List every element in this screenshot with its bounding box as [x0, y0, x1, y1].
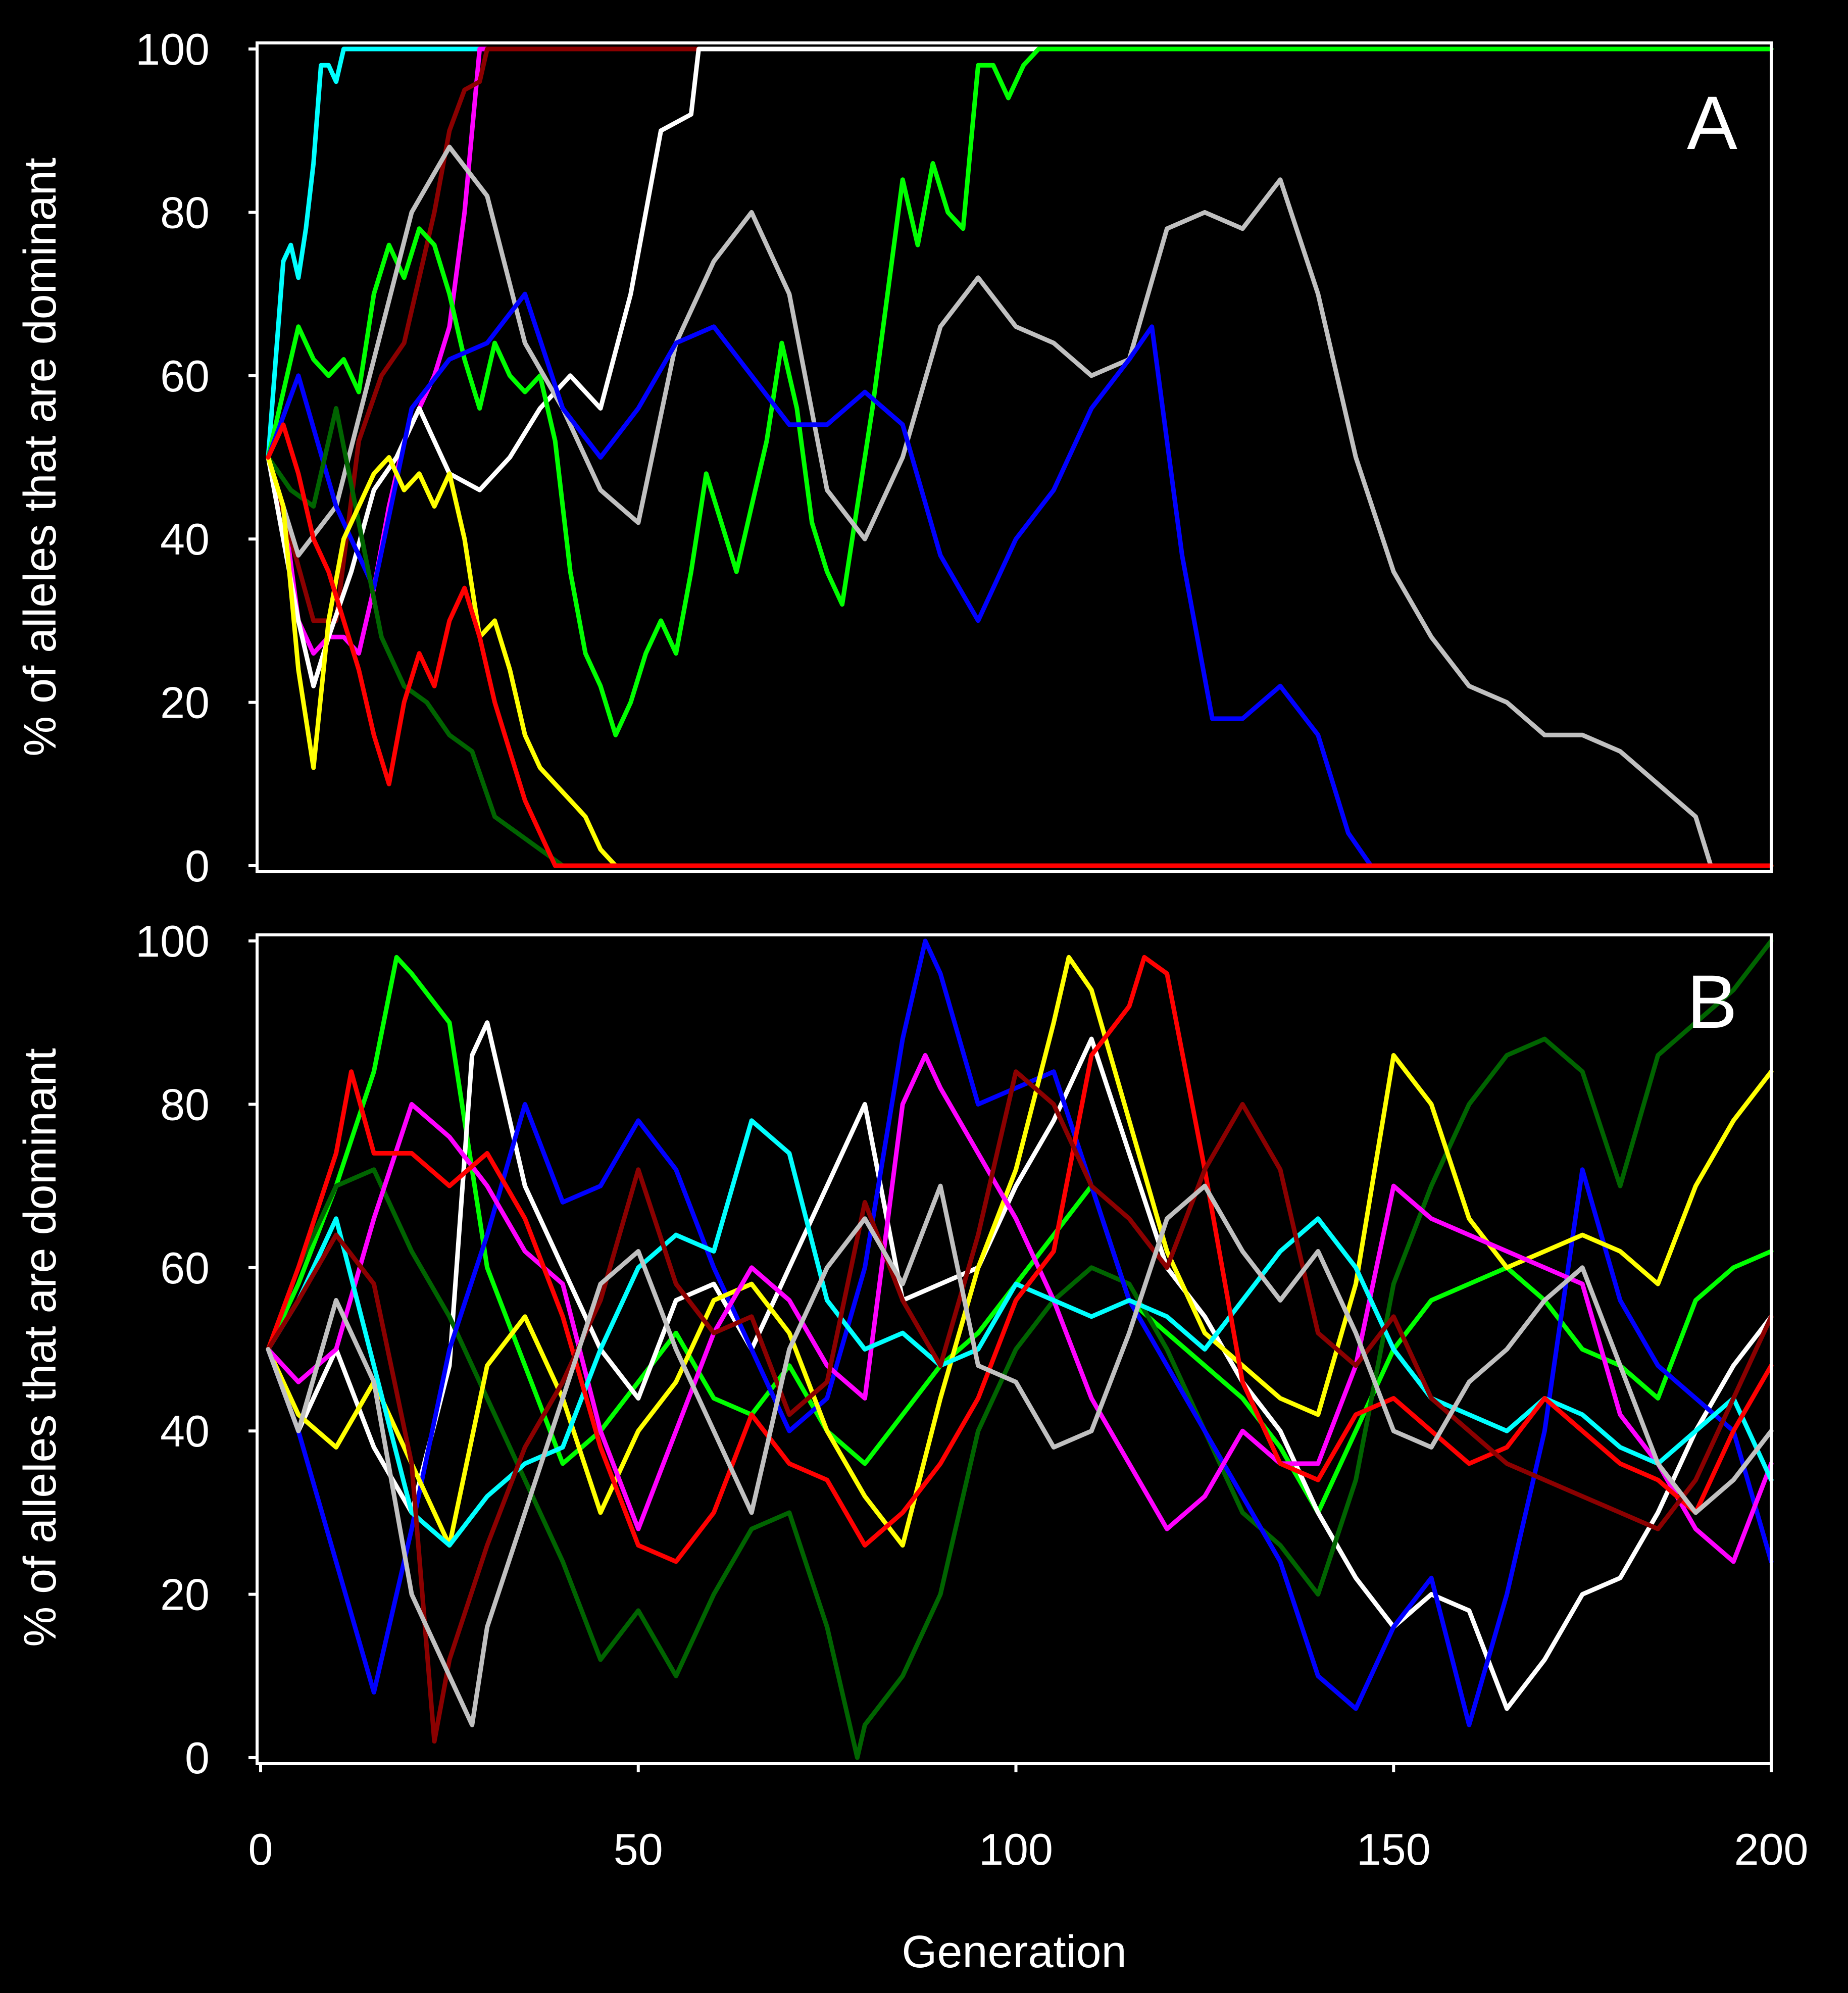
panel-b-y-tick-label: 60 [160, 1243, 210, 1293]
panel-a-series-line-8 [266, 406, 1774, 868]
panel-a-y-axis: 0 20 40 60 80 100 [135, 24, 257, 891]
panel-a-series-line-1 [266, 46, 1774, 460]
panel-b-y-tick-label: 100 [135, 916, 210, 966]
panel-b-label: B [1687, 959, 1737, 1044]
panel-a: 0 20 40 60 80 100 % of alleles that are domin… [15, 24, 1774, 891]
panel-a-frame [256, 41, 1773, 873]
panel-b-series-line-4 [266, 938, 1774, 1727]
panel-b-series-line-1 [266, 955, 1774, 1515]
panel-b-series-line-2 [266, 1020, 1774, 1711]
panel-a-y-tick-label: 100 [135, 24, 210, 74]
panel-a-series-line-7 [266, 291, 1774, 868]
panel-b-frame [256, 933, 1773, 1765]
panel-a-series-line-3 [266, 46, 1774, 623]
panel-b-series-line-6 [266, 1053, 1774, 1564]
panel-b: 0 20 40 60 80 100 0 50 100 150 200 % of alleles t… [15, 916, 1808, 1977]
panel-a-y-tick-label: 60 [160, 351, 210, 401]
panel-a-y-tick-label: 40 [160, 514, 210, 564]
panel-a-series-line-6 [266, 144, 1774, 868]
panel-b-x-axis: 0 50 100 150 200 [248, 1764, 1809, 1874]
panel-b-x-tick-label: 150 [1357, 1824, 1431, 1874]
panel-b-series-group [266, 938, 1774, 1760]
panel-a-series-line-4 [266, 46, 1774, 688]
panel-a-y-axis-title: % of alleles that are dominant [15, 158, 66, 757]
x-axis-title: Generation [902, 1927, 1126, 1977]
panel-b-y-tick-label: 40 [160, 1406, 210, 1456]
panel-a-label: A [1687, 80, 1737, 165]
panel-b-y-axis: 0 20 40 60 80 100 [135, 916, 257, 1783]
panel-b-series-line-10 [266, 1183, 1774, 1727]
panel-b-y-tick-label: 80 [160, 1079, 210, 1129]
panel-b-series-line-5 [266, 955, 1774, 1548]
panel-b-series-line-9 [266, 1069, 1774, 1744]
panel-b-x-tick-label: 0 [248, 1824, 273, 1874]
panel-a-series-line-9 [266, 455, 1774, 868]
panel-b-x-tick-label: 50 [614, 1824, 663, 1874]
panel-a-y-tick-label: 0 [185, 841, 210, 891]
panel-b-series-line-8 [266, 955, 1774, 1564]
panel-b-x-tick-label: 100 [979, 1824, 1053, 1874]
panel-a-y-tick-label: 20 [160, 678, 210, 728]
panel-b-x-tick-label: 200 [1734, 1824, 1809, 1874]
panel-b-y-tick-label: 20 [160, 1570, 210, 1620]
panel-a-series-line-10 [266, 422, 1774, 868]
panel-b-y-axis-title: % of alleles that are dominant [15, 1048, 66, 1647]
panel-a-series-group [266, 46, 1774, 868]
panel-a-y-tick-label: 80 [160, 187, 210, 237]
panel-b-y-tick-label: 0 [185, 1733, 210, 1783]
